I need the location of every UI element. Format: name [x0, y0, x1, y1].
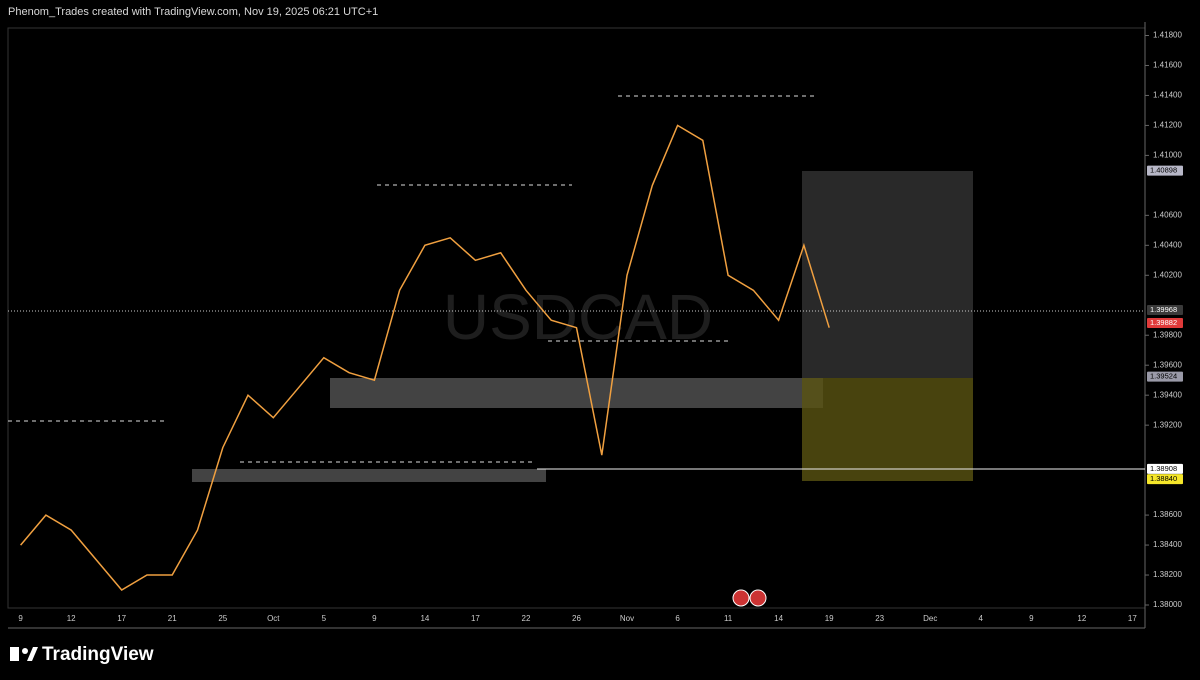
- x-tick-label: 9: [18, 614, 23, 623]
- event-icon[interactable]: [732, 589, 750, 607]
- logo-mark: [22, 648, 28, 654]
- x-tick-label: 6: [675, 614, 680, 623]
- x-tick-label: 23: [875, 614, 884, 623]
- price-tag-label: 1.39524: [1150, 372, 1177, 381]
- price-tag: [1147, 317, 1183, 328]
- price-tag: [1147, 305, 1183, 316]
- x-tick-label: 12: [1077, 614, 1086, 623]
- x-tick-label: 5: [322, 614, 327, 623]
- price-tag: [1147, 463, 1183, 474]
- x-tick-label: 9: [372, 614, 377, 623]
- price-tag-label: 1.39882: [1150, 318, 1177, 327]
- price-line: [20, 124, 830, 591]
- y-tick-label: 1.38400: [1153, 540, 1182, 549]
- y-tick-label: 1.39600: [1153, 360, 1182, 369]
- price-tag-label: 1.38840: [1150, 474, 1177, 483]
- x-tick-label: 17: [117, 614, 126, 623]
- y-tick-label: 1.41800: [1153, 31, 1182, 40]
- y-tick-label: 1.39400: [1153, 390, 1182, 399]
- x-tick-label: Nov: [620, 614, 634, 623]
- x-tick-label: 19: [825, 614, 834, 623]
- y-tick-label: 1.41200: [1153, 121, 1182, 130]
- y-tick-label: 1.38000: [1153, 600, 1182, 609]
- y-tick-label: 1.41600: [1153, 61, 1182, 70]
- price-tag-label: 1.40898: [1150, 166, 1177, 175]
- stop-box: [802, 378, 973, 481]
- y-tick-label: 1.41000: [1153, 150, 1182, 159]
- x-tick-label: 22: [522, 614, 531, 623]
- zone: [192, 469, 546, 482]
- y-tick-label: 1.39800: [1153, 330, 1182, 339]
- x-tick-label: 11: [724, 614, 733, 623]
- y-tick-label: 1.38600: [1153, 510, 1182, 519]
- x-tick-label: 17: [1128, 614, 1137, 623]
- x-tick-label: 26: [572, 614, 581, 623]
- y-tick-label: 1.40400: [1153, 240, 1182, 249]
- y-tick-label: 1.40600: [1153, 210, 1182, 219]
- x-tick-label: 17: [471, 614, 480, 623]
- price-tag: [1147, 371, 1183, 382]
- x-tick-label: 25: [218, 614, 227, 623]
- watermark: USDCAD: [443, 281, 713, 353]
- y-tick-label: 1.39200: [1153, 420, 1182, 429]
- logo-mark: [27, 647, 38, 661]
- x-tick-label: 14: [420, 614, 429, 623]
- x-tick-label: 21: [168, 614, 177, 623]
- price-tag: [1147, 165, 1183, 176]
- x-tick-label: 9: [1029, 614, 1034, 623]
- x-tick-label: Oct: [267, 614, 280, 623]
- x-tick-label: 12: [67, 614, 76, 623]
- brand: TradingView: [42, 644, 154, 665]
- y-tick-label: 1.38200: [1153, 570, 1182, 579]
- y-tick-label: 1.41400: [1153, 91, 1182, 100]
- price-tag: [1147, 474, 1183, 485]
- x-tick-label: 14: [774, 614, 783, 623]
- event-icon[interactable]: [749, 589, 767, 607]
- price-tag-label: 1.38908: [1150, 464, 1177, 473]
- header: Phenom_Trades created with TradingView.c…: [8, 6, 378, 18]
- logo-mark: [10, 647, 19, 661]
- y-tick-label: 1.40200: [1153, 270, 1182, 279]
- x-tick-label: Dec: [923, 614, 937, 623]
- zone: [330, 378, 823, 408]
- target-box: [802, 171, 973, 378]
- price-tag-label: 1.39968: [1150, 305, 1177, 314]
- x-tick-label: 4: [979, 614, 984, 623]
- logo: TradingView: [10, 644, 154, 665]
